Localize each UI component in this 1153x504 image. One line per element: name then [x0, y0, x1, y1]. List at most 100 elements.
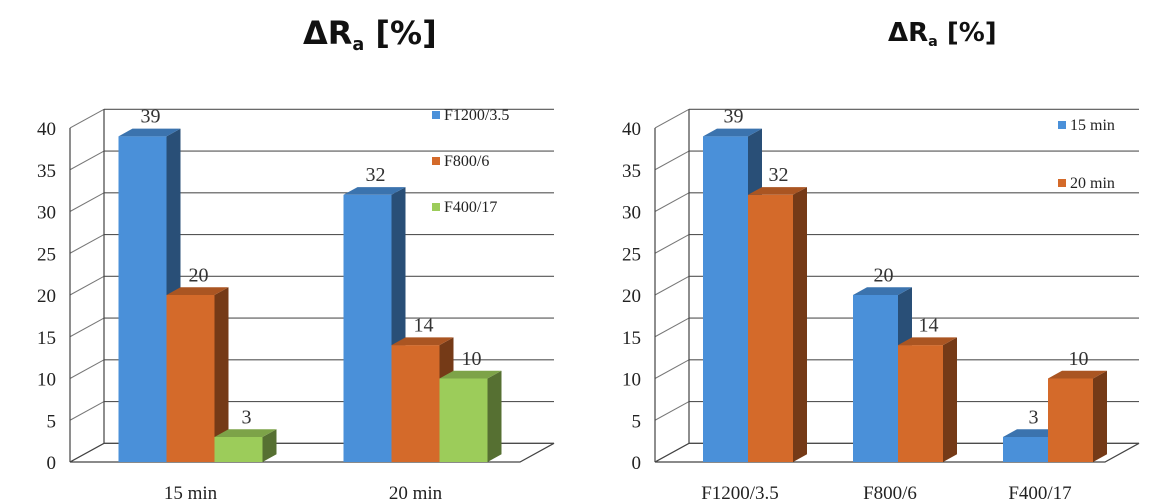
right-bar-top	[1048, 370, 1107, 379]
right-y-tick-label: 25	[622, 244, 641, 265]
left-data-label: 14	[414, 314, 434, 336]
left-legend-swatch	[432, 157, 440, 165]
right-bar	[898, 345, 943, 462]
left-bar-top	[166, 287, 229, 295]
right-x-tick-label: F800/6	[863, 483, 917, 504]
chart-title-left-main: ΔR	[303, 14, 353, 52]
left-y-tick-label: 30	[37, 203, 56, 224]
right-floor	[654, 442, 1140, 463]
left-bar	[166, 295, 215, 462]
chart-title-left: ΔRa [%]	[303, 14, 437, 55]
left-data-label: 3	[242, 406, 252, 428]
left-bar-side	[262, 429, 277, 462]
left-grid-diag	[69, 359, 105, 379]
left-grid-diag	[69, 275, 105, 296]
right-grid-diag	[654, 317, 690, 338]
right-y-tick-label: 15	[622, 328, 641, 349]
right-bar	[748, 194, 793, 463]
left-y-tick-label: 35	[37, 161, 56, 182]
left-legend-swatch	[432, 203, 440, 211]
chart-title-left-subscript: a	[352, 35, 365, 56]
left-grid-diag	[69, 108, 105, 129]
right-bar-top	[853, 287, 912, 295]
right-data-label: 10	[1069, 348, 1089, 370]
left-legend-label: F400/17	[444, 199, 497, 216]
left-bar-side	[487, 370, 502, 462]
left-data-label: 32	[366, 164, 386, 186]
right-y-tick-label: 20	[622, 286, 641, 307]
right-y-tick-label: 40	[622, 119, 641, 140]
chart-title-right-suffix: [%]	[946, 18, 997, 48]
right-x-tick-label: F1200/3.5	[701, 483, 779, 504]
right-grid-diag	[654, 108, 690, 129]
left-bar-top	[391, 337, 454, 346]
right-bar-top	[748, 187, 807, 195]
left-grid-diag	[69, 234, 105, 254]
left-y-tick-label: 15	[37, 328, 56, 349]
left-bar-top	[118, 128, 181, 137]
right-bar-top	[703, 128, 762, 137]
left-grid-diag	[69, 192, 105, 212]
left-data-label: 39	[141, 106, 161, 128]
right-y-tick-label: 5	[632, 411, 642, 432]
right-bar	[703, 136, 748, 462]
right-data-label: 3	[1029, 406, 1039, 428]
left-bar	[391, 345, 440, 462]
right-bar-side	[793, 187, 807, 462]
right-y-tick-label: 30	[622, 203, 641, 224]
right-data-label: 39	[724, 106, 744, 128]
right-grid-diag	[654, 234, 690, 254]
left-y-tick-label: 10	[37, 370, 56, 391]
left-y-tick-label: 20	[37, 286, 56, 307]
left-legend-swatch	[432, 111, 440, 119]
right-bar	[853, 295, 898, 462]
left-grid-diag	[69, 317, 105, 338]
right-grid-diag	[654, 192, 690, 212]
left-y-tick-label: 0	[47, 453, 57, 474]
left-bar-side	[214, 287, 229, 462]
right-data-label: 14	[919, 314, 939, 336]
left-bar-top	[439, 370, 502, 379]
left-data-label: 20	[189, 264, 209, 286]
left-y-tick-label: 25	[37, 244, 56, 265]
right-bar-side	[943, 337, 957, 462]
left-grid-diag	[69, 150, 105, 171]
right-data-label: 20	[874, 264, 894, 286]
left-bar-top	[343, 187, 406, 195]
left-bar	[439, 378, 488, 462]
right-grid-diag	[654, 359, 690, 379]
right-bar	[1048, 378, 1093, 462]
chart-title-right-main: ΔR	[888, 18, 929, 48]
right-y-tick-label: 10	[622, 370, 641, 391]
left-bar	[214, 436, 263, 462]
right-x-tick-label: F400/17	[1008, 483, 1071, 504]
left-bar	[343, 194, 392, 463]
left-x-tick-label: 15 min	[164, 483, 218, 504]
right-y-tick-label: 0	[632, 453, 642, 474]
left-bar	[118, 136, 167, 462]
right-legend-label: 20 min	[1070, 175, 1115, 192]
left-y-tick-label: 40	[37, 119, 56, 140]
left-legend-label: F1200/3.5	[444, 107, 509, 124]
right-bar-side	[1093, 370, 1107, 462]
left-x-tick-label: 20 min	[389, 483, 443, 504]
right-bar-top	[1003, 429, 1062, 437]
left-bar-top	[214, 429, 277, 437]
right-bar-top	[898, 337, 957, 346]
left-legend-label: F800/6	[444, 153, 489, 170]
chart-title-left-suffix: [%]	[375, 14, 437, 52]
chart-title-right-subscript: a	[928, 34, 938, 50]
right-grid-diag	[654, 401, 690, 421]
right-legend-swatch	[1058, 179, 1066, 187]
left-data-label: 10	[462, 348, 482, 370]
right-grid-diag	[654, 150, 690, 171]
left-grid-diag	[69, 401, 105, 421]
right-legend-label: 15 min	[1070, 117, 1115, 134]
right-grid-diag	[654, 275, 690, 296]
right-bar	[1003, 436, 1048, 462]
left-y-tick-label: 5	[47, 411, 57, 432]
right-data-label: 32	[769, 164, 789, 186]
right-y-tick-label: 35	[622, 161, 641, 182]
